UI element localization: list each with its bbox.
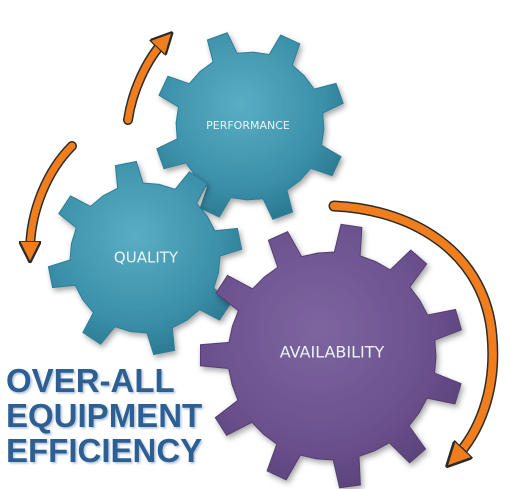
- availability-gear: [199, 223, 463, 489]
- title: OVER-ALL EQUIPMENT EFFICIENCY: [6, 362, 202, 469]
- performance-label: PERFORMANCE: [206, 119, 290, 132]
- quality-label: QUALITY: [114, 249, 179, 267]
- title-line-3: EFFICIENCY: [6, 432, 202, 469]
- arrows: [30, 40, 499, 458]
- availability-label: AVAILABILITY: [280, 343, 385, 362]
- title-line-2: EQUIPMENT: [6, 397, 202, 434]
- title-line-1: OVER-ALL: [6, 362, 175, 399]
